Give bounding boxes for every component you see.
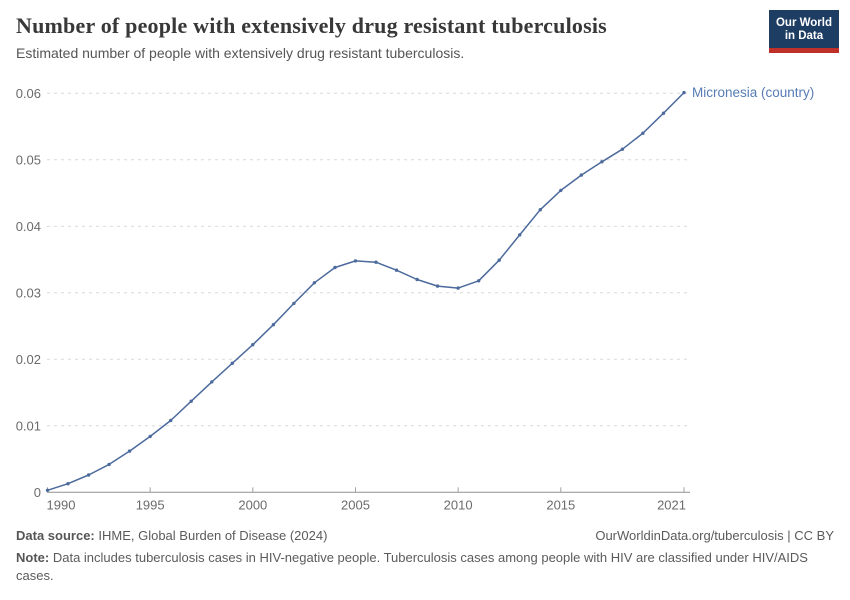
attribution-link[interactable]: OurWorldinData.org/tuberculosis | CC BY — [595, 528, 834, 543]
data-point[interactable] — [661, 111, 666, 115]
data-point[interactable] — [312, 281, 317, 285]
data-point[interactable] — [127, 449, 132, 453]
note-value: Data includes tuberculosis cases in HIV-… — [16, 550, 808, 583]
data-point[interactable] — [230, 361, 234, 365]
data-point[interactable] — [210, 380, 214, 384]
data-point[interactable] — [641, 131, 645, 135]
owid-logo-line2: in Data — [784, 30, 824, 42]
page-title: Number of people with extensively drug r… — [16, 13, 607, 38]
y-tick-label: 0 — [34, 485, 41, 500]
x-tick-label: 2015 — [546, 497, 575, 512]
data-source-label: Data source: — [16, 528, 95, 543]
data-point[interactable] — [579, 173, 583, 177]
y-tick-label: 0.03 — [16, 285, 41, 300]
data-point[interactable] — [415, 277, 419, 282]
data-point[interactable] — [353, 259, 358, 263]
data-point[interactable] — [435, 284, 440, 288]
y-tick-label: 0.02 — [16, 352, 41, 367]
data-point[interactable] — [559, 188, 563, 193]
data-point[interactable] — [45, 488, 50, 492]
data-point[interactable] — [333, 265, 337, 270]
owid-logo[interactable]: Our World in Data — [768, 10, 839, 53]
data-point[interactable] — [477, 279, 481, 283]
data-point[interactable] — [394, 268, 399, 272]
data-point[interactable] — [456, 286, 460, 290]
chart-header: Number of people with extensively drug r… — [16, 13, 755, 61]
data-point[interactable] — [271, 323, 276, 327]
series-end-label[interactable]: Micronesia (country) — [692, 85, 814, 100]
data-point[interactable] — [600, 160, 604, 164]
x-tick-label: 2000 — [238, 497, 267, 512]
data-point[interactable] — [292, 301, 296, 306]
data-point[interactable] — [251, 343, 255, 347]
data-point[interactable] — [107, 462, 111, 467]
x-tick-label: 2021 — [657, 497, 686, 512]
x-tick-label: 2005 — [341, 497, 370, 512]
data-source-value: IHME, Global Burden of Disease (2024) — [98, 528, 328, 543]
y-tick-label: 0.06 — [16, 86, 41, 101]
x-tick-label: 1995 — [136, 497, 165, 512]
data-point[interactable] — [682, 90, 686, 95]
data-point[interactable] — [86, 473, 91, 477]
chart-note: Note: Data includes tuberculosis cases i… — [16, 549, 834, 584]
data-point[interactable] — [374, 260, 378, 264]
owid-logo-line1: Our World — [775, 17, 832, 29]
data-point[interactable] — [189, 399, 193, 403]
chart-footer: Data source: IHME, Global Burden of Dise… — [16, 528, 834, 584]
data-point[interactable] — [497, 258, 501, 262]
y-tick-label: 0.04 — [16, 219, 41, 234]
data-source: Data source: IHME, Global Burden of Dise… — [16, 528, 327, 543]
data-point[interactable] — [169, 418, 173, 423]
chart-subtitle: Estimated number of people with extensiv… — [16, 45, 465, 61]
y-tick-label: 0.05 — [16, 152, 41, 167]
x-tick-label: 2010 — [444, 497, 473, 512]
data-point[interactable] — [148, 434, 152, 439]
x-tick-label: 1990 — [47, 497, 76, 512]
data-point[interactable] — [518, 233, 522, 237]
data-point[interactable] — [538, 208, 542, 212]
series-line[interactable] — [46, 91, 685, 492]
note-label: Note: — [16, 550, 50, 565]
data-point[interactable] — [66, 482, 70, 486]
line-chart[interactable]: 0 0.01 0.02 0.03 0.04 0.05 0.06 1990 1995 2000 200… — [0, 0, 850, 527]
y-tick-label: 0.01 — [16, 418, 41, 433]
data-point[interactable] — [620, 147, 625, 151]
